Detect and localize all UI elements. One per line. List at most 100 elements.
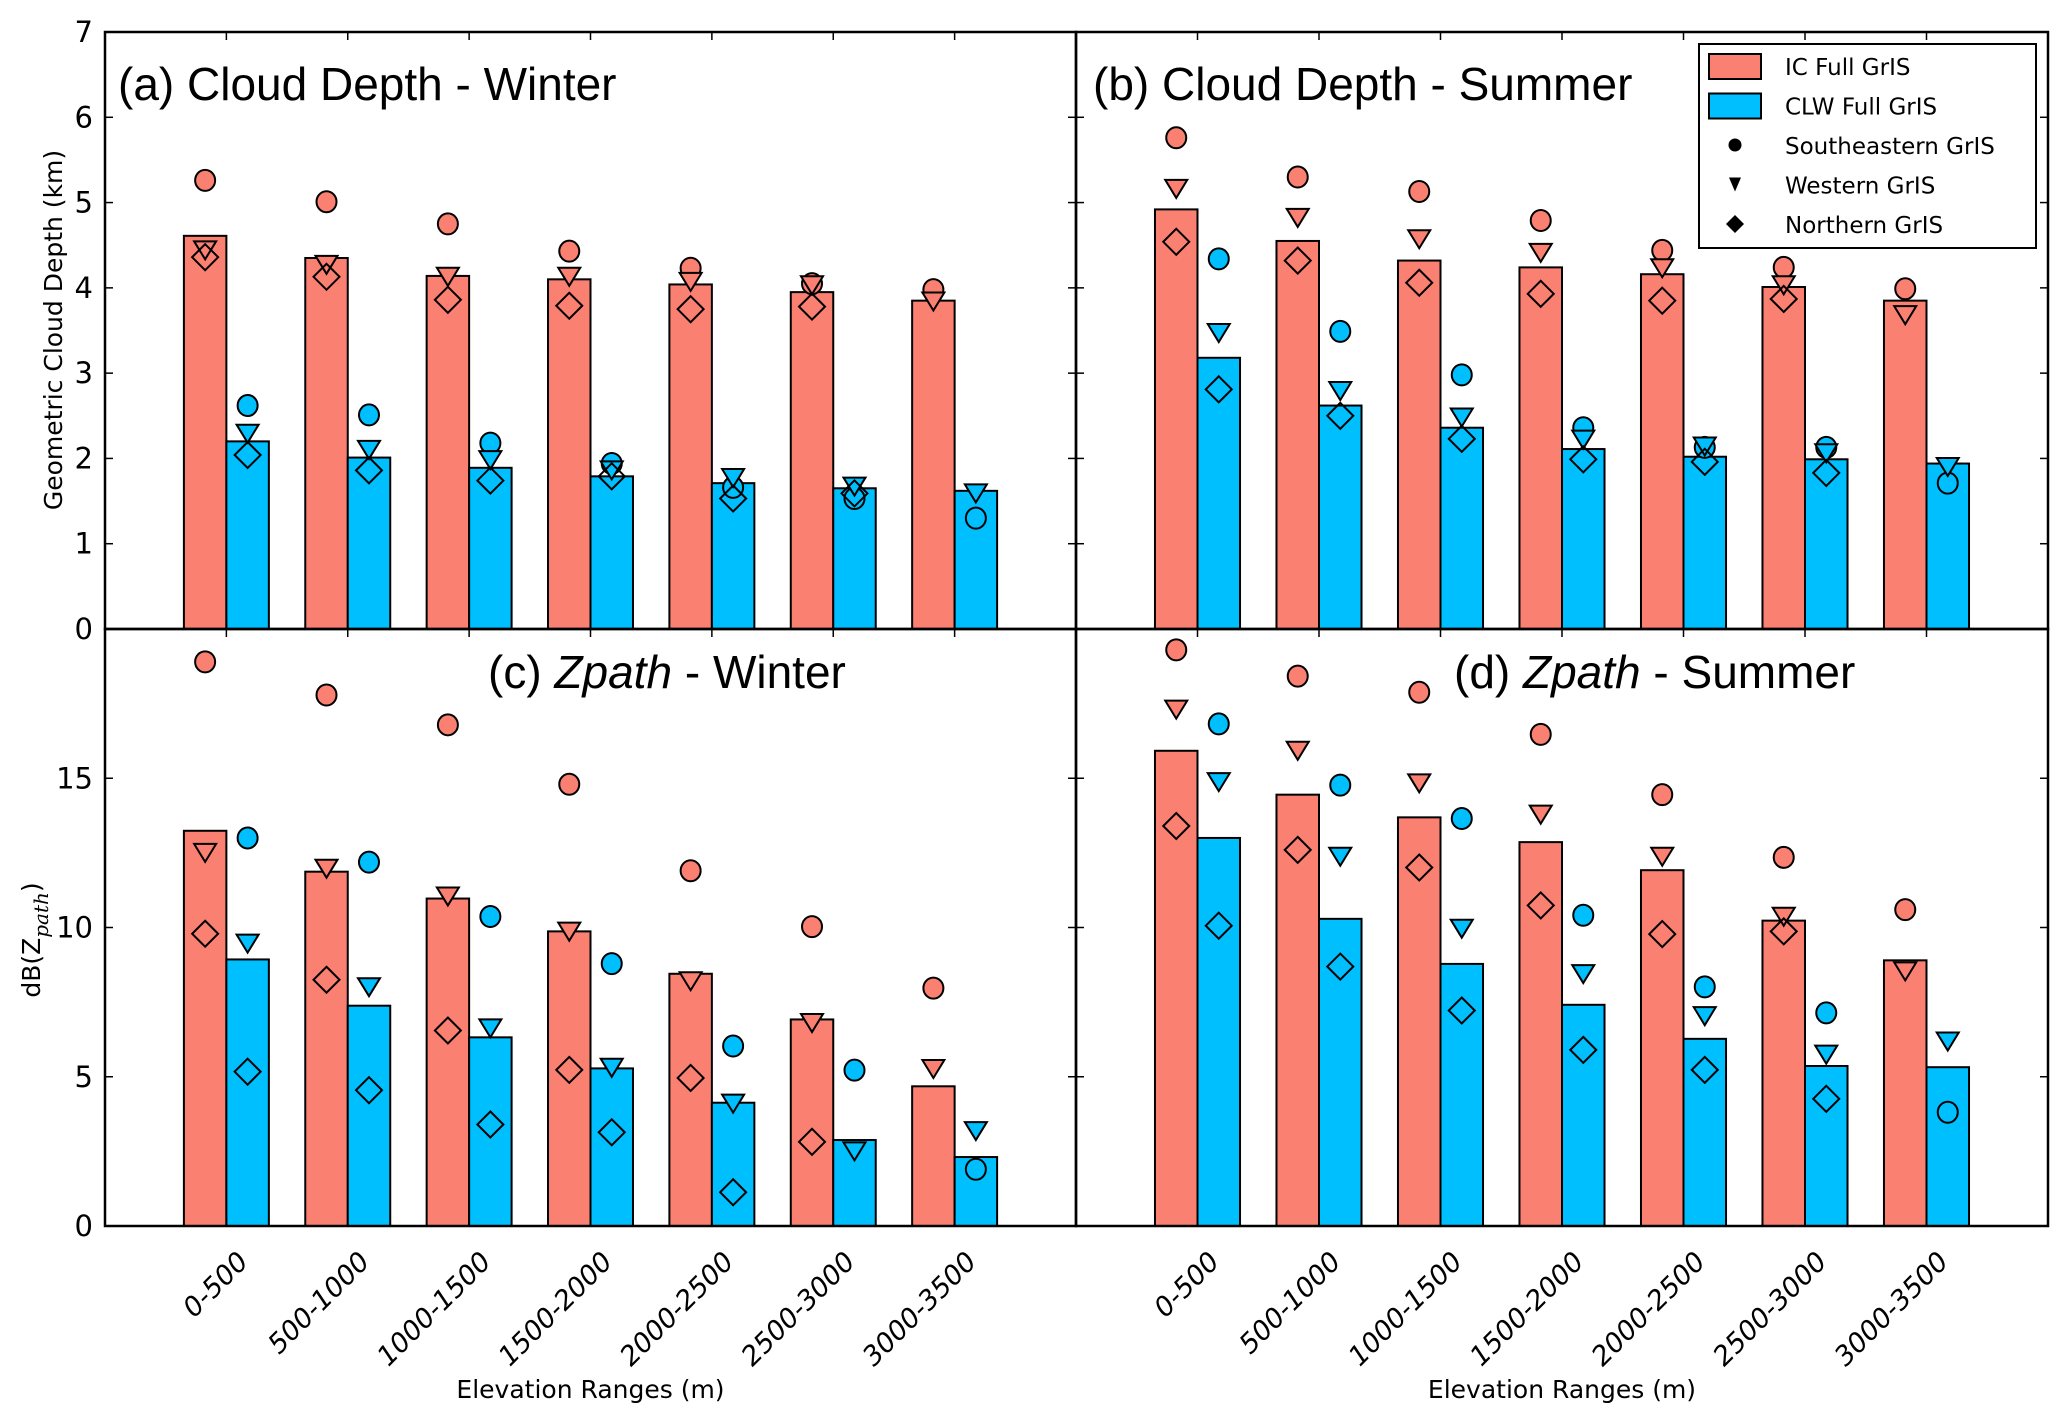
western-marker <box>192 842 218 864</box>
western-marker <box>435 886 461 908</box>
clw-bar <box>1682 455 1728 631</box>
northern-marker <box>233 1057 263 1087</box>
y-tick-label: 10 <box>56 911 93 945</box>
northern-marker <box>233 440 263 470</box>
y-tick-label: 7 <box>75 15 93 49</box>
southeastern-marker <box>558 772 581 796</box>
southeastern-marker <box>1651 238 1674 262</box>
western-marker <box>1770 906 1797 928</box>
y-tick-label: 0 <box>75 612 93 646</box>
western-marker <box>598 460 625 482</box>
northern-marker <box>797 1127 827 1157</box>
western-marker <box>477 450 504 472</box>
western-marker <box>920 1058 947 1080</box>
x-tick-label: 500-1000 <box>262 1246 376 1360</box>
northern-marker <box>433 1016 463 1045</box>
northern-marker <box>1811 1084 1841 1114</box>
x-tick-label: 3000-3500 <box>857 1246 983 1372</box>
panel-title: (d) Zpath - Summer <box>1454 646 1855 698</box>
panel-title-prefix: (a) Cloud Depth - Winter <box>118 58 617 110</box>
y-tick-label: 6 <box>75 100 93 134</box>
clw-bar <box>468 1036 513 1228</box>
legend-label: IC Full GrIS <box>1785 55 1910 81</box>
northern-marker <box>354 1075 384 1105</box>
western-marker <box>963 483 989 505</box>
northern-marker <box>1769 916 1799 946</box>
northern-marker <box>1647 286 1677 316</box>
western-marker <box>1934 456 1961 478</box>
northern-marker <box>1690 1055 1720 1085</box>
clw-bar <box>468 466 513 630</box>
western-marker <box>1406 229 1433 251</box>
ic-bar <box>1639 273 1685 630</box>
western-marker <box>1163 178 1190 200</box>
y-label-end: ) <box>17 882 46 892</box>
legend-triangle-icon <box>1729 177 1741 192</box>
northern-marker <box>1161 227 1191 257</box>
ic-bar <box>1761 286 1806 630</box>
southeastern-marker <box>357 850 380 874</box>
clw-bar <box>1561 1003 1606 1228</box>
legend-label: Northern GrIS <box>1785 213 1943 239</box>
northern-marker <box>1526 279 1556 309</box>
clw-bar <box>1318 404 1363 630</box>
western-marker <box>1527 242 1554 264</box>
southeastern-marker <box>558 239 581 263</box>
northern-marker <box>1204 911 1234 941</box>
panel-title-italic: Zpath <box>1522 646 1641 698</box>
ic-bar <box>1153 749 1199 1228</box>
clw-bar <box>1439 962 1485 1227</box>
western-marker <box>1934 1031 1961 1053</box>
southeastern-marker <box>1207 712 1230 736</box>
clw-bar <box>1196 836 1242 1227</box>
southeastern-marker <box>1529 208 1552 232</box>
western-marker <box>477 1018 504 1040</box>
ic-bar <box>1518 841 1563 1228</box>
northern-marker <box>676 1063 706 1093</box>
northern-marker <box>1647 919 1677 949</box>
ic-bar <box>1153 208 1199 630</box>
y-axis-label-top: Geometric Cloud Depth (km) <box>39 150 68 510</box>
x-tick-label: 0-500 <box>1148 1246 1225 1323</box>
northern-marker <box>1325 952 1355 982</box>
clw-bar <box>225 958 270 1227</box>
northern-marker <box>1283 835 1313 865</box>
x-tick-label: 2500-3000 <box>735 1246 861 1372</box>
northern-marker <box>554 291 584 321</box>
clw-bar <box>710 1101 756 1227</box>
southeastern-marker <box>479 904 502 928</box>
western-marker <box>1205 323 1232 344</box>
western-marker <box>1406 773 1433 795</box>
northern-marker <box>475 1110 505 1139</box>
northern-marker <box>1447 996 1477 1025</box>
western-marker <box>313 858 340 880</box>
western-marker <box>799 275 825 297</box>
southeastern-marker <box>722 1034 745 1058</box>
ic-bar <box>304 257 349 630</box>
y-tick-label: 1 <box>75 527 93 561</box>
southeastern-marker <box>436 212 459 236</box>
southeastern-marker <box>236 394 259 418</box>
y-tick-label: 2 <box>75 441 93 475</box>
western-marker <box>356 439 382 461</box>
northern-marker <box>718 484 748 513</box>
clw-bar <box>832 487 877 630</box>
ic-bar <box>1882 299 1928 630</box>
southeastern-marker <box>1651 783 1674 807</box>
y-tick-label: 5 <box>75 1060 93 1094</box>
panel-title-prefix: (d) <box>1454 646 1523 698</box>
clw-bar <box>1196 356 1242 630</box>
ic-bar <box>425 897 471 1227</box>
ic-bar <box>911 299 956 630</box>
western-marker <box>1448 918 1475 940</box>
ic-bar <box>911 1085 956 1227</box>
southeastern-marker <box>1450 363 1473 387</box>
x-tick-label: 1000-1500 <box>1343 1246 1469 1372</box>
northern-marker <box>475 466 505 496</box>
southeastern-marker <box>1165 126 1188 150</box>
y-tick-label: 5 <box>75 186 93 220</box>
southeastern-marker <box>315 190 338 214</box>
western-marker <box>435 266 461 288</box>
northern-marker <box>190 919 220 949</box>
